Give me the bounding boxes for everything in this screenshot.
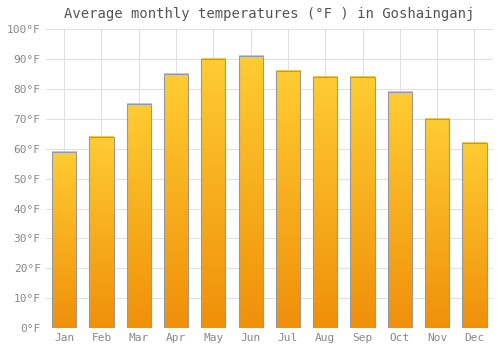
Bar — [350, 77, 374, 328]
Bar — [313, 77, 338, 328]
Bar — [425, 119, 449, 328]
Bar — [90, 137, 114, 328]
Bar — [276, 71, 300, 328]
Bar — [52, 152, 76, 328]
Bar — [462, 143, 486, 328]
Bar — [201, 59, 226, 328]
Bar — [238, 56, 263, 328]
Bar — [388, 92, 412, 328]
Bar — [164, 74, 188, 328]
Title: Average monthly temperatures (°F ) in Goshainganj: Average monthly temperatures (°F ) in Go… — [64, 7, 474, 21]
Bar — [126, 104, 151, 328]
